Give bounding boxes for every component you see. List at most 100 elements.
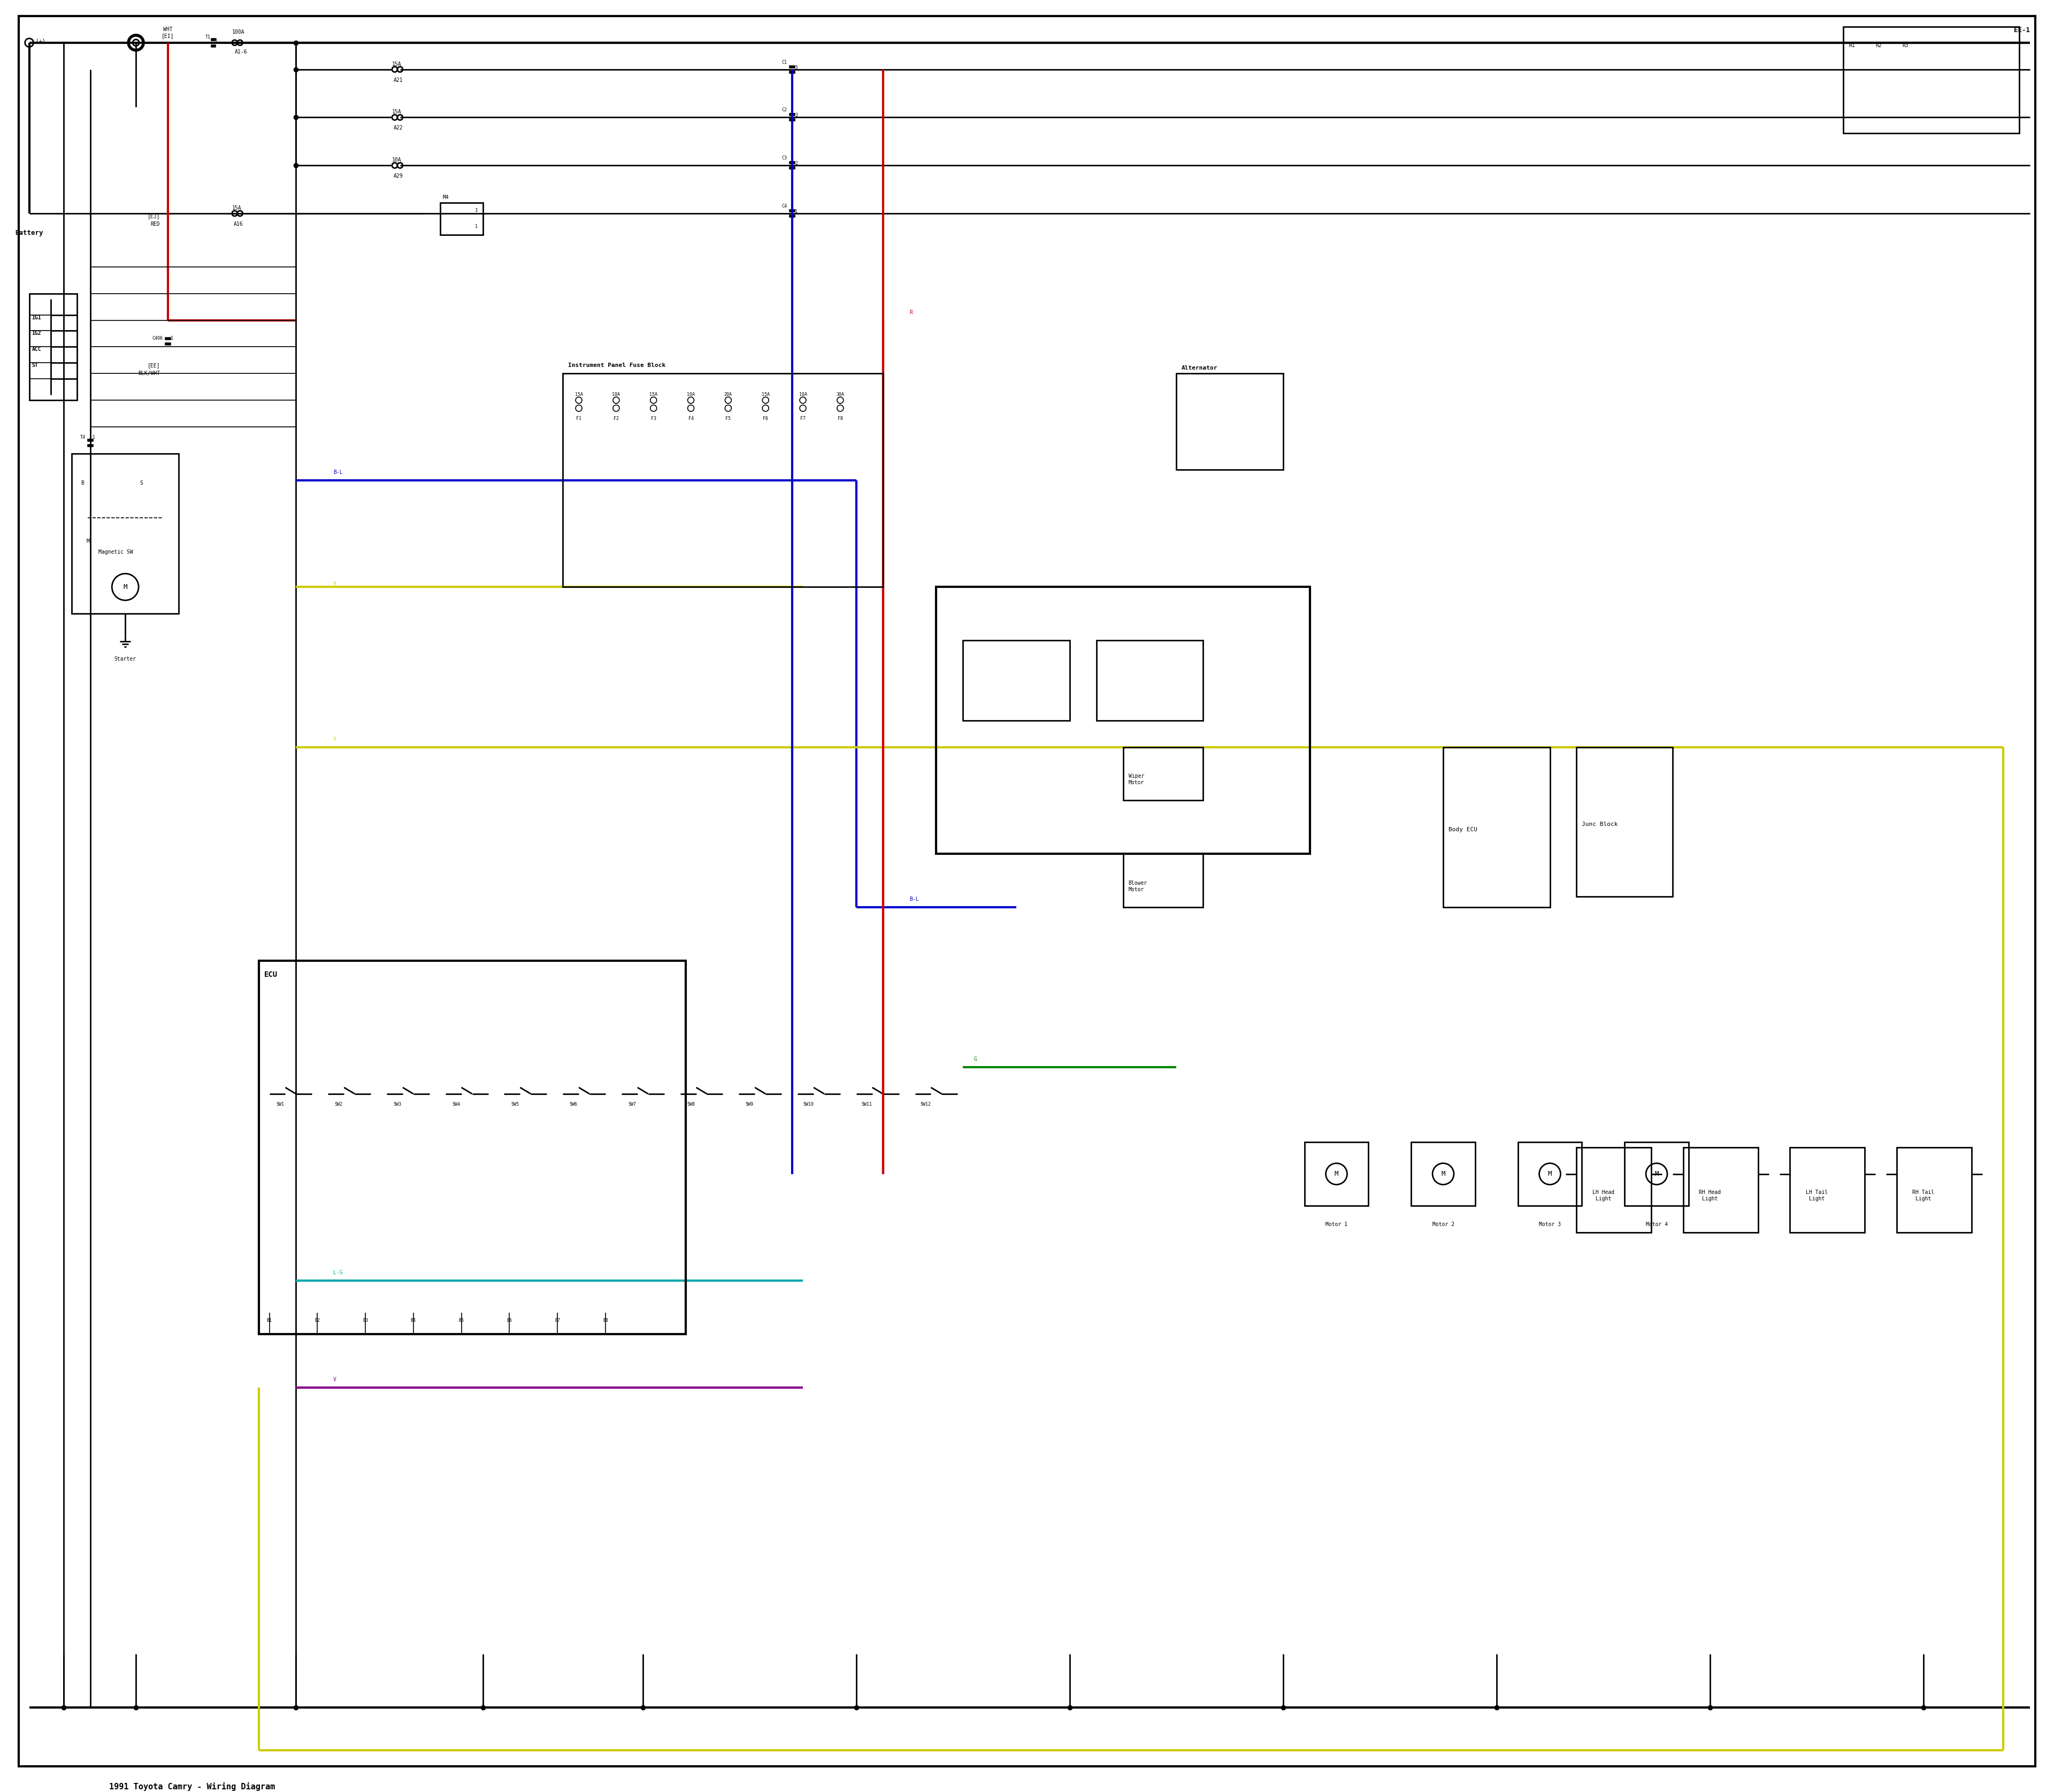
Text: Motor 3: Motor 3 [1538,1222,1561,1228]
Bar [1124,853,1204,907]
Text: IG1: IG1 [33,315,41,321]
Text: C4: C4 [783,204,787,208]
Text: B2: B2 [314,1317,320,1322]
Text: 3: 3 [795,113,797,118]
Text: A22: A22 [394,125,403,131]
Text: (+): (+) [35,38,45,43]
Text: B-L: B-L [333,470,343,475]
Text: A1-6: A1-6 [234,48,246,54]
Text: B3: B3 [364,1317,368,1322]
Text: A29: A29 [394,174,403,179]
Bar [72,453,179,613]
Text: Starter: Starter [115,656,136,661]
Text: Magnetic SW: Magnetic SW [99,550,134,556]
Text: Motor 2: Motor 2 [1432,1222,1454,1228]
Text: R3: R3 [1902,43,1908,48]
Bar [259,961,686,1333]
Text: 15A: 15A [762,392,770,398]
Text: F1: F1 [575,416,581,421]
Text: 1991 Toyota Camry - Wiring Diagram: 1991 Toyota Camry - Wiring Diagram [109,1783,275,1790]
Text: 1: 1 [474,224,477,229]
Bar [1684,1147,1758,1233]
Text: S: S [140,480,144,486]
Bar [963,640,1070,720]
Text: R: R [910,310,912,315]
Text: 30A: 30A [836,392,844,398]
Bar [29,294,78,400]
Text: ACC: ACC [33,348,41,353]
Text: 15A: 15A [575,392,583,398]
Text: 1: 1 [27,48,31,54]
Text: SW7: SW7 [629,1102,637,1107]
Text: T4: T4 [80,435,86,439]
Text: Instrument Panel Fuse Block: Instrument Panel Fuse Block [569,362,665,367]
Bar [1896,1147,1972,1233]
Text: Junc Block: Junc Block [1582,823,1619,828]
Bar [563,373,883,588]
Text: C1: C1 [783,59,787,65]
Text: 15A: 15A [232,206,242,211]
Text: Y: Y [333,582,337,588]
Text: Alternator: Alternator [1181,366,1218,371]
Bar [1577,1147,1651,1233]
Text: T1: T1 [205,34,212,39]
Text: SW9: SW9 [746,1102,754,1107]
Text: F2: F2 [614,416,618,421]
Text: B1: B1 [267,1317,271,1322]
Text: A21: A21 [394,77,403,82]
Text: 1: 1 [216,38,218,43]
Text: LH Head
Light: LH Head Light [1592,1190,1614,1201]
Text: ECU: ECU [265,971,277,978]
Text: M: M [123,584,127,590]
Bar [1518,1142,1582,1206]
Text: B6: B6 [507,1317,511,1322]
Text: SW2: SW2 [335,1102,343,1107]
Text: M: M [86,539,90,545]
Text: SW10: SW10 [803,1102,813,1107]
Text: 1: 1 [92,435,94,439]
Bar [1124,747,1204,801]
Text: RH Head
Light: RH Head Light [1699,1190,1721,1201]
Text: M: M [1656,1170,1660,1177]
Bar [1097,640,1204,720]
Text: SW8: SW8 [686,1102,694,1107]
Bar [1625,1142,1688,1206]
Text: F8: F8 [838,416,842,421]
Text: L-G: L-G [333,1271,343,1276]
Text: RH Tail
Light: RH Tail Light [1912,1190,1935,1201]
Text: SW11: SW11 [861,1102,873,1107]
Bar [937,588,1310,853]
Text: M: M [1335,1170,1339,1177]
Bar [1411,1142,1475,1206]
Text: C3: C3 [783,156,787,161]
Text: R1: R1 [1849,43,1855,48]
Text: SW4: SW4 [452,1102,460,1107]
Text: Motor 4: Motor 4 [1645,1222,1668,1228]
Text: M: M [1442,1170,1446,1177]
Text: F6: F6 [762,416,768,421]
Text: C2: C2 [783,108,787,113]
Text: SW12: SW12 [920,1102,930,1107]
Text: F4: F4 [688,416,694,421]
Text: C406: C406 [152,337,162,340]
Text: Blower
Motor: Blower Motor [1128,880,1148,892]
Text: M4: M4 [444,195,450,201]
Text: [EJ]: [EJ] [148,213,160,219]
Bar [1444,747,1551,907]
Bar [1789,1147,1865,1233]
Text: B: B [80,480,84,486]
Text: G: G [974,1057,978,1063]
Text: SW3: SW3 [394,1102,401,1107]
Text: BLK/WHT: BLK/WHT [138,371,160,376]
Text: R2: R2 [1875,43,1881,48]
Text: F7: F7 [801,416,805,421]
Text: SW1: SW1 [275,1102,283,1107]
Text: M: M [1549,1170,1553,1177]
Text: LH Tail
Light: LH Tail Light [1805,1190,1828,1201]
Text: EE-1: EE-1 [2015,27,2029,34]
Text: SW6: SW6 [569,1102,577,1107]
Text: Motor 1: Motor 1 [1325,1222,1347,1228]
Text: 5: 5 [795,65,797,70]
Bar [440,202,483,235]
Bar [1177,373,1284,470]
